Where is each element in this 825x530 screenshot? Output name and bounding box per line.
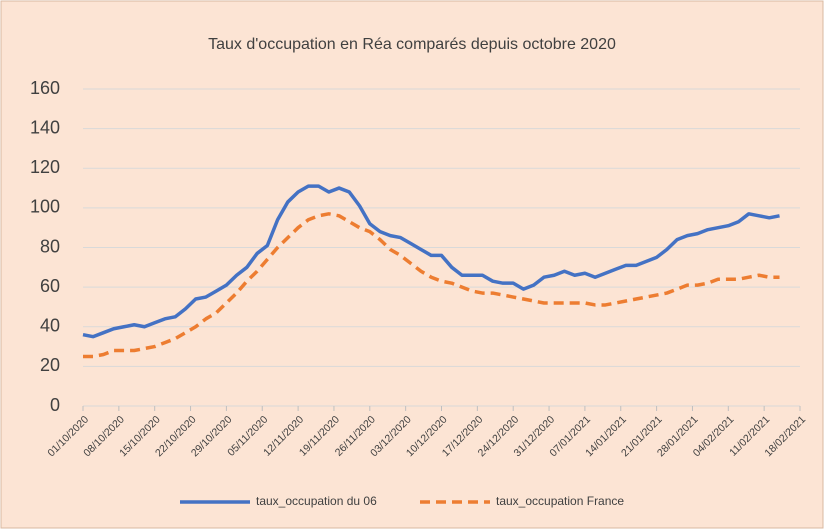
line-series (82, 184, 780, 339)
y-tick-label: 140 (30, 117, 60, 137)
y-tick-label: 100 (30, 197, 60, 217)
y-tick-label: 120 (30, 157, 60, 177)
y-tick-label: 160 (30, 78, 60, 98)
y-tick-label: 0 (50, 395, 60, 415)
y-tick-label: 40 (40, 316, 60, 336)
chart-title: Taux d'occupation en Réa comparés depuis… (208, 36, 616, 53)
y-tick-label: 20 (40, 355, 60, 375)
y-tick-label: 80 (40, 236, 60, 256)
y-tick-label: 60 (40, 276, 60, 296)
legend-label: taux_occupation du 06 (256, 494, 377, 508)
legend-label: taux_occupation France (496, 494, 624, 508)
line-series (83, 212, 780, 359)
